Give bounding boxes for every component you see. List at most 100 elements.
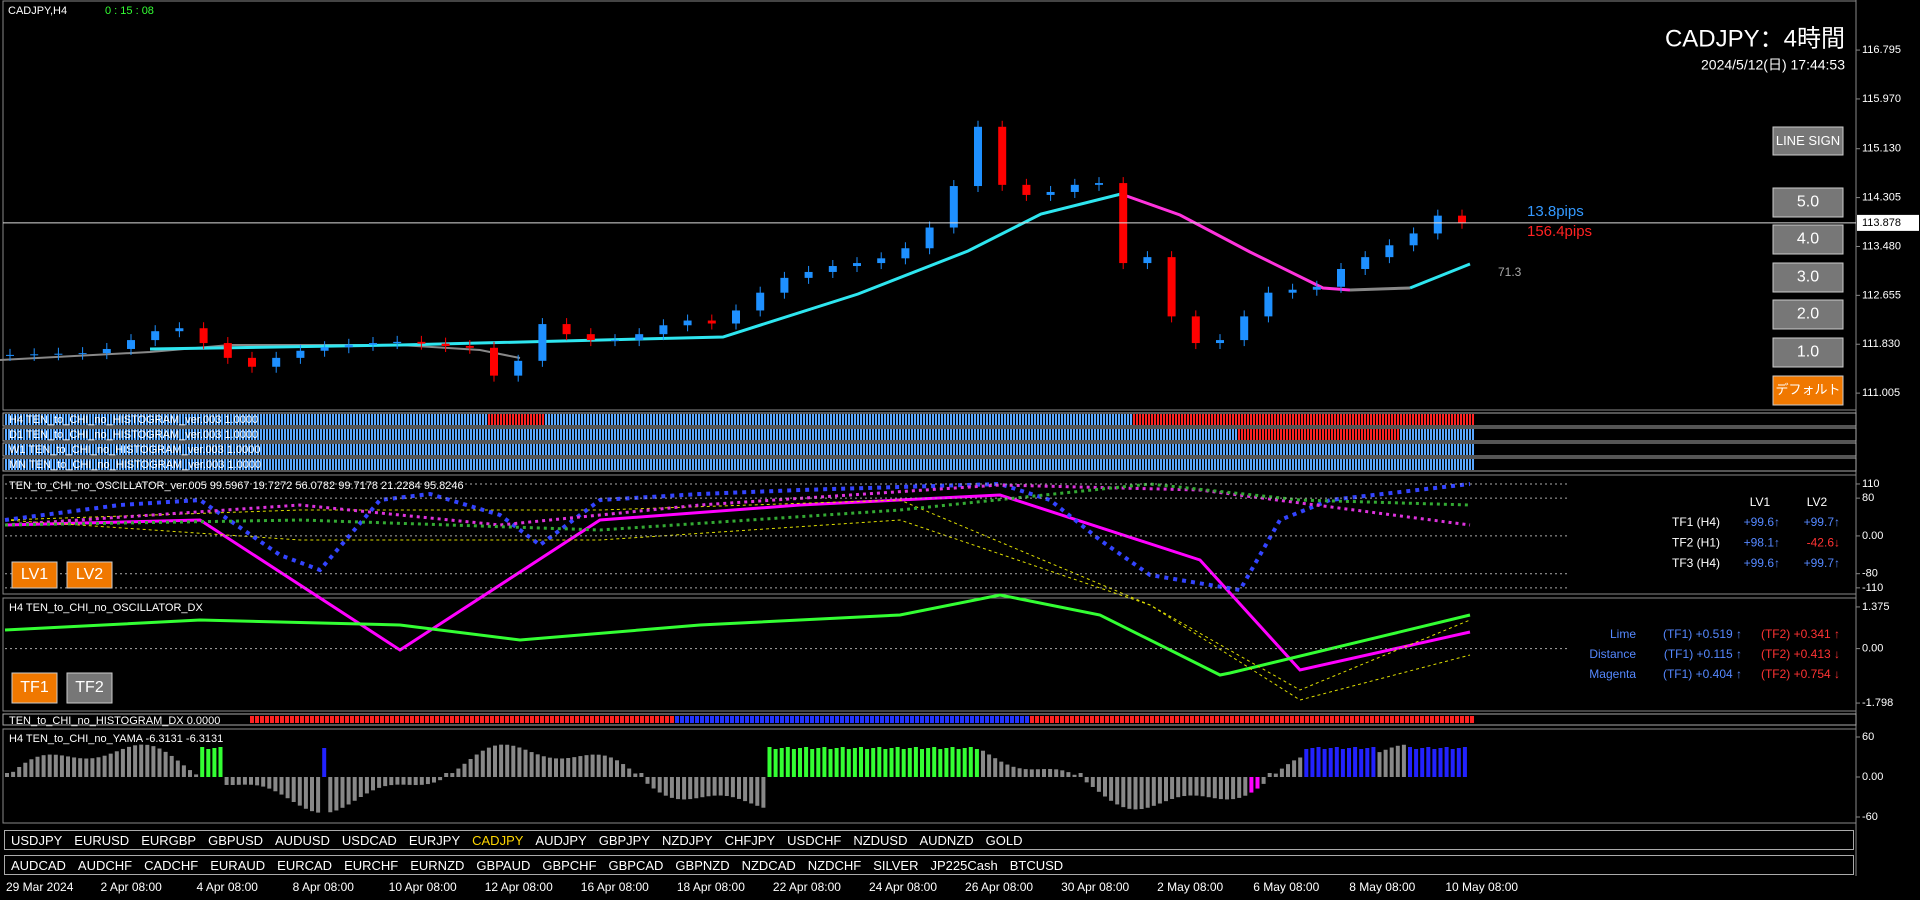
strip-cell bbox=[503, 459, 505, 470]
strip-cell bbox=[203, 444, 205, 455]
button-label[interactable]: デフォルト bbox=[1775, 382, 1840, 397]
strip-cell bbox=[488, 414, 490, 425]
strip-cell bbox=[455, 459, 457, 470]
strip-cell bbox=[377, 459, 379, 470]
button-label[interactable]: LINE SIGN bbox=[1776, 133, 1840, 148]
symbol-tab[interactable]: AUDCHF bbox=[77, 857, 133, 873]
strip-cell bbox=[95, 444, 97, 455]
button[interactable] bbox=[11, 672, 58, 704]
symbol-tab[interactable]: NZDCAD bbox=[741, 857, 796, 873]
button-label[interactable]: 1.0 bbox=[1797, 344, 1819, 361]
strip-cell bbox=[1421, 429, 1423, 440]
symbol-tab[interactable]: CHFJPY bbox=[724, 832, 776, 848]
symbol-tab[interactable]: AUDCAD bbox=[11, 857, 66, 873]
strip-cell bbox=[885, 716, 889, 723]
symbol-tab[interactable]: BTCUSD bbox=[1009, 857, 1064, 873]
strip-cell bbox=[68, 444, 70, 455]
button[interactable] bbox=[1772, 262, 1844, 293]
yama-bar bbox=[133, 745, 138, 777]
strip-cell bbox=[326, 459, 328, 470]
symbol-tab[interactable]: EURAUD bbox=[210, 857, 266, 873]
strip-cell bbox=[152, 414, 154, 425]
strip-cell bbox=[1085, 414, 1087, 425]
strip-cell bbox=[701, 429, 703, 440]
yama-bar bbox=[444, 773, 449, 777]
symbol-tab[interactable]: GOLD bbox=[985, 832, 1023, 848]
symbol-tab[interactable]: CADCHF bbox=[144, 857, 199, 873]
candle bbox=[465, 346, 474, 348]
strip-cell bbox=[425, 444, 427, 455]
strip-cell bbox=[836, 459, 838, 470]
strip-cell bbox=[1427, 459, 1429, 470]
symbol-tab[interactable]: NZDCHF bbox=[807, 857, 862, 873]
symbol-tab[interactable]: EURCHF bbox=[344, 857, 399, 873]
strip-cell bbox=[83, 429, 85, 440]
button[interactable] bbox=[66, 672, 113, 704]
symbol-tab[interactable]: EURCAD bbox=[277, 857, 333, 873]
button-label[interactable]: 3.0 bbox=[1797, 269, 1819, 286]
symbol-tab[interactable]: GBPUSD bbox=[208, 832, 264, 848]
strip-cell bbox=[1067, 444, 1069, 455]
strip-cell bbox=[584, 459, 586, 470]
strip-cell bbox=[518, 459, 520, 470]
button[interactable] bbox=[1772, 224, 1844, 255]
strip-cell bbox=[869, 429, 871, 440]
symbol-tab[interactable]: NZDJPY bbox=[662, 832, 713, 848]
strip-cell bbox=[134, 429, 136, 440]
button[interactable] bbox=[1772, 375, 1844, 406]
symbol-tab[interactable]: USDCAD bbox=[341, 832, 397, 848]
strip-cell bbox=[809, 414, 811, 425]
symbol-tab[interactable]: CADJPY bbox=[472, 832, 524, 848]
strip-cell bbox=[1430, 459, 1432, 470]
symbol-tab[interactable]: AUDUSD bbox=[275, 832, 330, 848]
button-label[interactable]: LV2 bbox=[76, 566, 103, 583]
symbol-tab[interactable]: AUDNZD bbox=[919, 832, 974, 848]
button-label[interactable]: TF2 bbox=[75, 679, 104, 696]
button[interactable] bbox=[1772, 126, 1844, 156]
yama-bar bbox=[23, 762, 28, 777]
symbol-tab[interactable]: EURJPY bbox=[408, 832, 461, 848]
symbol-tab[interactable]: USDJPY bbox=[11, 832, 63, 848]
button-label[interactable]: 4.0 bbox=[1797, 231, 1819, 248]
strip-cell bbox=[1259, 444, 1261, 455]
button[interactable] bbox=[1772, 299, 1844, 330]
button-label[interactable]: LV1 bbox=[21, 566, 48, 583]
strip-cell bbox=[1445, 459, 1447, 470]
yama-bar bbox=[865, 749, 870, 777]
strip-cell bbox=[925, 716, 929, 723]
strip-cell bbox=[953, 459, 955, 470]
strip-cell bbox=[755, 414, 757, 425]
strip-cell bbox=[305, 429, 307, 440]
symbol-tab[interactable]: USDCHF bbox=[787, 832, 842, 848]
strip-cell bbox=[296, 414, 298, 425]
strip-cell bbox=[715, 716, 719, 723]
symbol-tab[interactable]: JP225Cash bbox=[930, 857, 998, 873]
dx-panel bbox=[2, 597, 1857, 712]
symbol-tab[interactable]: EURGBP bbox=[141, 832, 197, 848]
symbol-tab[interactable]: GBPJPY bbox=[598, 832, 651, 848]
strip-cell bbox=[374, 414, 376, 425]
button[interactable] bbox=[1772, 187, 1844, 218]
symbol-tab[interactable]: GBPAUD bbox=[476, 857, 531, 873]
strip-cell bbox=[818, 414, 820, 425]
button[interactable] bbox=[1772, 337, 1844, 368]
button-label[interactable]: TF1 bbox=[20, 679, 49, 696]
symbol-tab[interactable]: NZDUSD bbox=[853, 832, 908, 848]
strip-cell bbox=[1005, 716, 1009, 723]
symbol-tab[interactable]: GBPCHF bbox=[542, 857, 597, 873]
strip-cell bbox=[1415, 716, 1419, 723]
symbol-tab[interactable]: GBPNZD bbox=[675, 857, 730, 873]
button[interactable] bbox=[11, 561, 58, 589]
button-label[interactable]: 5.0 bbox=[1797, 194, 1819, 211]
button-label[interactable]: 2.0 bbox=[1797, 306, 1819, 323]
symbol-tab[interactable]: AUDJPY bbox=[535, 832, 587, 848]
strip-cell bbox=[1241, 459, 1243, 470]
symbol-tab[interactable]: EURNZD bbox=[410, 857, 465, 873]
symbol-tab[interactable]: GBPCAD bbox=[608, 857, 664, 873]
button[interactable] bbox=[66, 561, 113, 589]
strip-cell bbox=[749, 414, 751, 425]
symbol-tab[interactable]: EURUSD bbox=[74, 832, 130, 848]
strip-cell bbox=[398, 459, 400, 470]
symbol-tab[interactable]: SILVER bbox=[873, 857, 919, 873]
strip-cell bbox=[872, 429, 874, 440]
